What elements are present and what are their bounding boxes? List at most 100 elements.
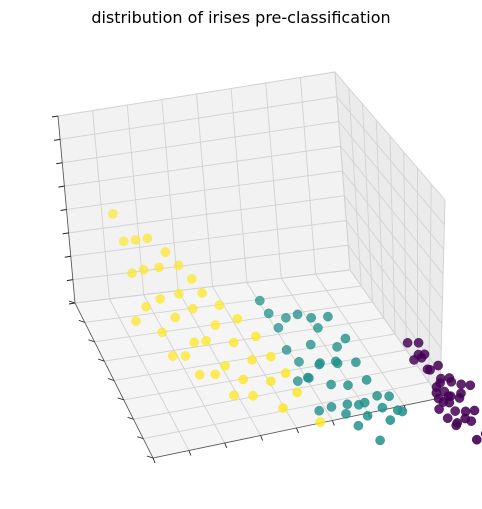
z-tick [68,302,76,305]
data-point [341,408,351,419]
data-point [294,356,304,367]
grid-line [123,349,407,401]
y-tick [78,319,85,323]
data-point [372,390,382,401]
data-point [413,337,424,348]
data-point [250,331,261,342]
z-tick [66,279,73,282]
z-tick [64,255,71,258]
y-tick [117,397,124,401]
y-tick [146,455,154,459]
data-point [141,301,151,312]
data-point [130,234,141,245]
data-point [471,434,482,445]
data-point [353,420,364,431]
grid-line [349,269,441,399]
data-point [131,316,141,326]
data-point [425,365,435,375]
data-point [228,337,239,348]
grid-line [403,151,407,351]
data-point [434,404,444,414]
x-tick [296,427,299,434]
grid-line [299,77,317,275]
data-point [248,390,258,401]
data-point [266,376,276,387]
data-point [375,435,385,446]
data-point [281,345,292,355]
y-tick [107,378,115,381]
x-tick [260,435,264,441]
data-point [157,327,168,338]
data-point [392,405,403,416]
y-tick [98,358,105,362]
data-point [442,413,453,424]
axis-ticks [51,115,443,464]
data-point [377,402,388,413]
data-point [170,312,181,323]
data-point [359,397,370,408]
data-point [292,309,303,320]
grid-line [66,170,343,210]
grid-line [230,88,248,283]
data-point [220,360,230,371]
data-point [343,380,353,391]
data-point [232,313,243,324]
chart-title: distribution of irises pre-classificatio… [91,8,391,27]
data-point [292,387,302,398]
x-tick [152,457,156,464]
data-point [180,351,191,361]
x-tick [188,450,192,456]
data-point [402,337,413,348]
data-point [187,303,198,314]
x-tick [224,442,228,449]
y-tick [88,339,95,343]
data-point [210,320,221,330]
grid-line [265,82,282,279]
data-point [330,356,341,367]
data-point [436,373,446,384]
data-point [443,391,454,402]
grid-line [68,195,345,234]
data-point [173,260,184,271]
grid-line [428,183,432,383]
data-point [254,295,265,306]
data-point [189,337,200,348]
data-point [186,274,197,284]
data-point [273,322,284,333]
data-point [465,380,476,391]
z-tick [56,162,63,165]
data-point [266,351,276,362]
data-point [278,403,288,413]
data-point [433,360,443,371]
data-point [127,268,137,278]
data-points [107,209,482,446]
data-point [138,264,149,275]
data-point [107,209,118,219]
data-point [194,369,205,380]
x-tick [331,420,335,426]
data-point [419,349,430,360]
data-point [263,308,274,319]
data-point [340,333,351,344]
data-point [167,351,178,361]
data-point [450,406,461,416]
grid-line [133,365,418,420]
data-point [155,294,166,304]
grid-line [344,195,443,325]
data-point [214,300,225,310]
grid-line [345,220,442,349]
data-point [142,233,153,244]
y-tick [68,300,76,304]
data-point [305,339,316,350]
data-point [154,262,164,273]
data-point [118,236,129,247]
data-point [452,418,463,428]
grid-line [70,220,347,257]
data-point [201,335,211,346]
z-tick [58,185,65,188]
data-point [280,368,291,378]
data-point [351,357,361,368]
data-point [281,312,291,323]
